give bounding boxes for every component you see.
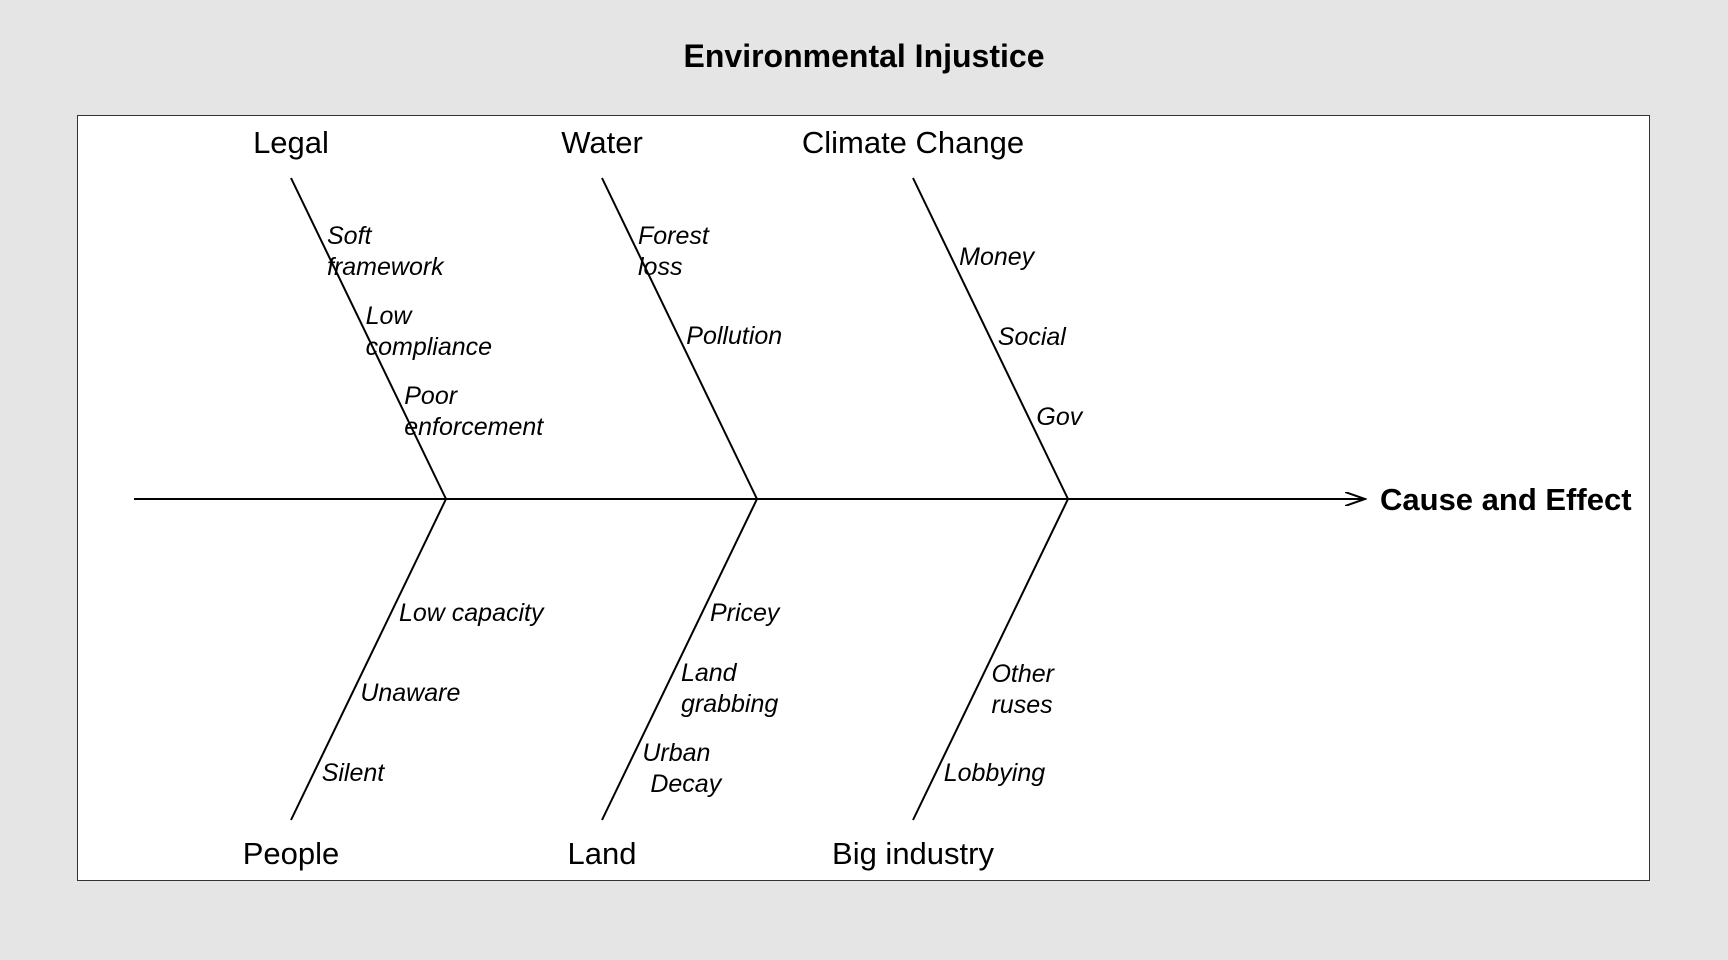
cause-label: Low compliance <box>366 302 492 361</box>
category-label-land: Land <box>568 836 637 871</box>
category-label-people: People <box>243 836 340 871</box>
cause-label: Urban Decay <box>642 739 722 798</box>
branch-line-climate-change <box>912 177 1069 500</box>
cause-label: Unaware <box>360 679 460 707</box>
branch-line-water <box>601 177 758 500</box>
branch-line-legal <box>290 177 447 500</box>
cause-label: Pricey <box>710 599 781 627</box>
cause-label: Silent <box>322 759 386 787</box>
cause-label: Social <box>998 323 1068 351</box>
category-label-big-industry: Big industry <box>832 836 994 871</box>
category-label-climate-change: Climate Change <box>802 125 1024 160</box>
cause-label: Gov <box>1036 403 1083 431</box>
cause-label: Poor enforcement <box>404 382 544 441</box>
branch-line-big-industry <box>912 498 1069 821</box>
cause-label: Forest loss <box>638 222 710 281</box>
cause-label: Lobbying <box>944 759 1046 787</box>
cause-label: Money <box>959 243 1036 271</box>
diagram-title: Environmental Injustice <box>683 38 1045 74</box>
branch-line-land <box>601 498 758 821</box>
branch-line-people <box>290 498 447 821</box>
fishbone-branches: Legal Soft framework Low compliance Poor enfor… <box>243 125 1084 871</box>
effect-label: Cause and Effect <box>1380 482 1632 517</box>
cause-label: Other ruses <box>991 660 1055 719</box>
cause-label: Land grabbing <box>681 659 778 718</box>
cause-label: Pollution <box>686 322 782 350</box>
category-label-water: Water <box>561 125 643 160</box>
cause-label: Low capacity <box>399 599 545 627</box>
cause-label: Soft framework <box>327 222 445 281</box>
category-label-legal: Legal <box>253 125 329 160</box>
